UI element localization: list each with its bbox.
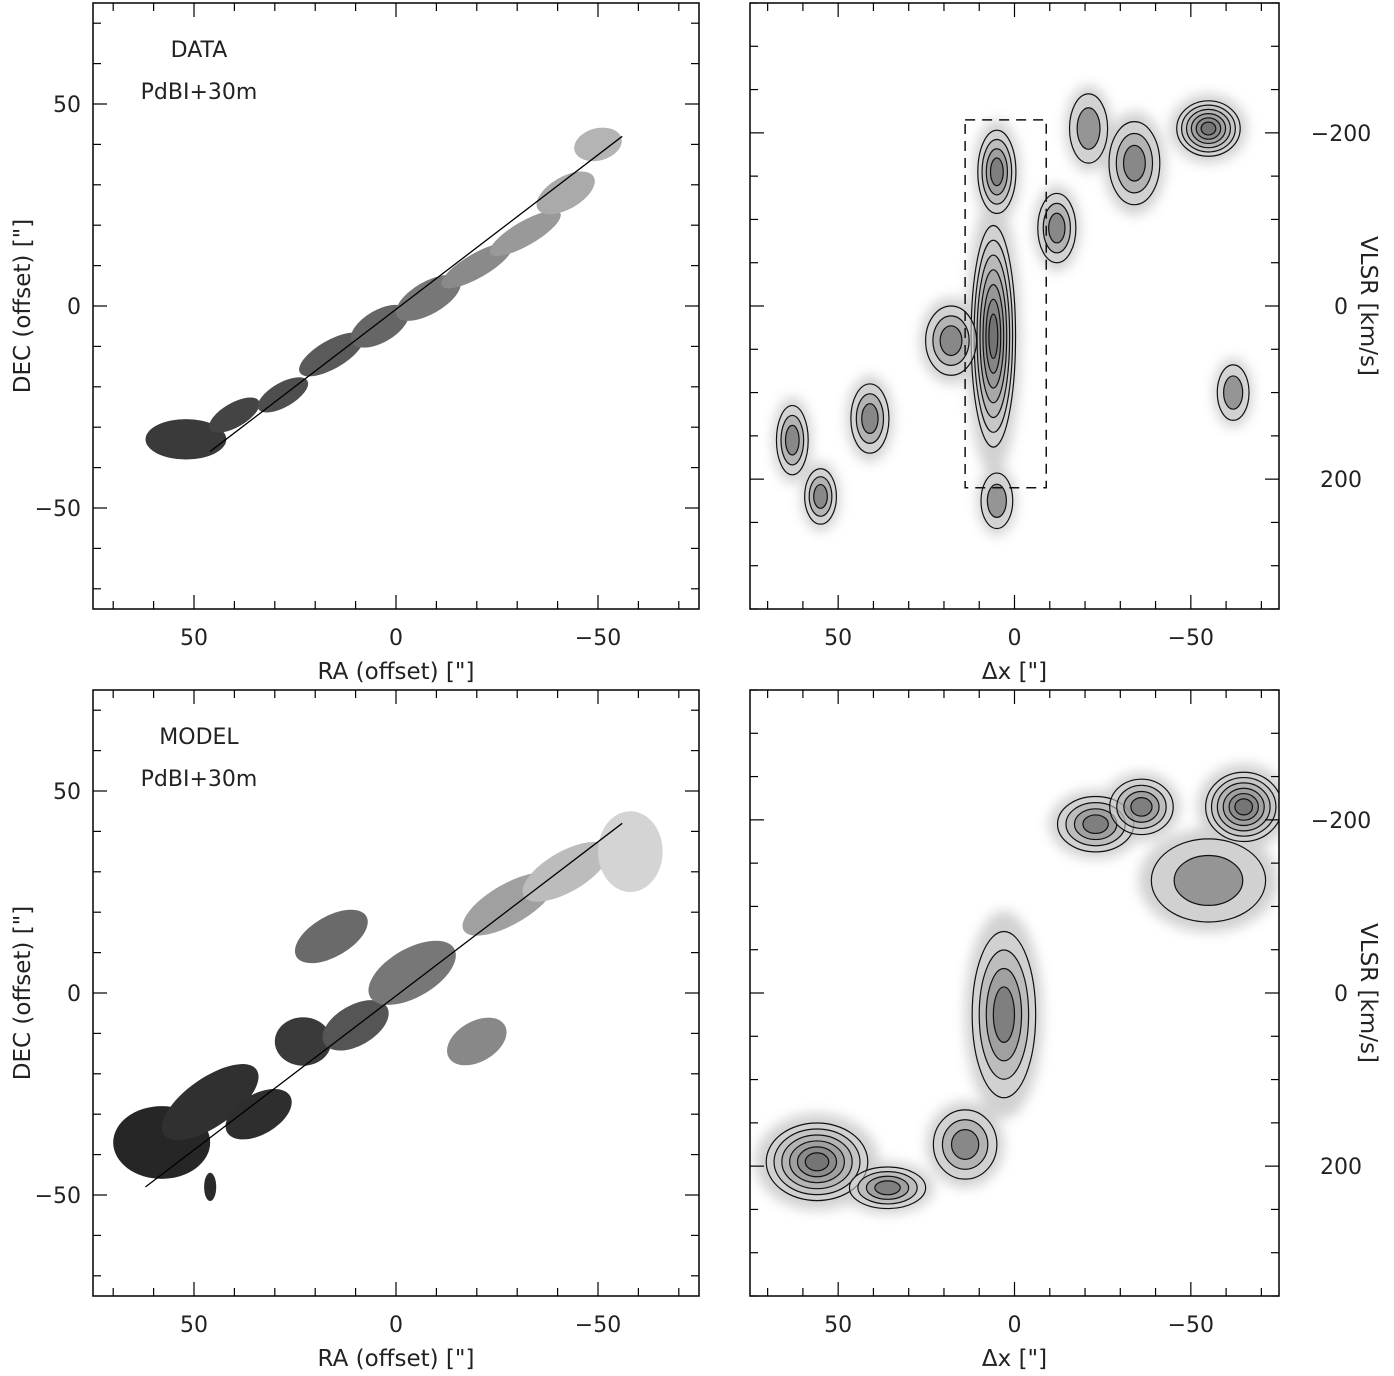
x-tick-label: 50 (824, 1313, 852, 1338)
contour-level (1048, 212, 1066, 244)
contour-level (1082, 814, 1109, 835)
contour-level (861, 403, 879, 434)
contour-level (1122, 144, 1146, 182)
model-map-panel: 50 0 −50 50 0 −50 RA (offset) ["] DEC (offset) … (10, 689, 700, 1372)
emission-blob (522, 841, 609, 902)
x-tick-label: 0 (1008, 1313, 1022, 1338)
cut-line (145, 822, 623, 1188)
emission-blob (204, 1172, 217, 1202)
contour-level (784, 424, 800, 456)
x-tick-label: −50 (575, 1313, 621, 1338)
cut-line (209, 135, 623, 452)
y-tick-label: 0 (1334, 295, 1348, 320)
y-tick-label: −50 (35, 497, 81, 522)
x-tick-label: 0 (389, 1313, 403, 1338)
y-tick-label: 50 (53, 780, 81, 805)
contour-level (1200, 121, 1217, 136)
panel-label: PdBI+30m (141, 767, 258, 792)
data-map-panel: 50 0 −50 50 0 −50 RA (offset) ["] DEC (offset) … (10, 2, 700, 685)
contour-level (988, 313, 999, 360)
x-tick-label: −50 (575, 626, 621, 651)
x-tick-label: 50 (180, 1313, 208, 1338)
x-tick-label: 0 (1008, 626, 1022, 651)
y-tick-label: 200 (1320, 1155, 1362, 1180)
emission-blob (299, 332, 364, 377)
x-axis-label: Δx ["] (982, 659, 1047, 685)
plot-area (754, 763, 1279, 1214)
plot-area (145, 127, 623, 460)
emission-blob (209, 397, 260, 433)
y-tick-label: 200 (1320, 468, 1362, 493)
y-tick-label: −50 (35, 1184, 81, 1209)
panel-label: DATA (171, 38, 228, 63)
contour-level (950, 1129, 980, 1160)
emission-blob (145, 419, 227, 460)
contour-level (939, 325, 963, 357)
y-tick-label: −200 (1311, 809, 1371, 834)
emission-blob (536, 171, 595, 215)
contour-level (813, 483, 828, 509)
data-pv-panel: 50 0 −50 −200 0 200 Δx ["] VLSR [km/s] (749, 2, 1381, 685)
contour-level (874, 1180, 901, 1196)
emission-blob (322, 1000, 389, 1051)
y-tick-label: −200 (1311, 122, 1371, 147)
contour-level (986, 483, 1007, 519)
y-tick-label: 0 (67, 982, 81, 1007)
emission-blob (274, 1017, 332, 1066)
emission-blob (368, 940, 456, 1005)
contour-level (1173, 854, 1244, 906)
x-axis-label: RA (offset) ["] (318, 659, 475, 685)
contour-level (989, 157, 1004, 187)
emission-blob (574, 127, 622, 162)
emission-blob (489, 210, 561, 257)
panel-label: MODEL (159, 725, 239, 750)
x-tick-label: −50 (1168, 1313, 1214, 1338)
x-tick-label: 50 (824, 626, 852, 651)
y-tick-label: 0 (67, 295, 81, 320)
y-tick-label: 50 (53, 93, 81, 118)
plot-area (113, 811, 663, 1202)
x-tick-label: −50 (1168, 626, 1214, 651)
x-tick-label: 0 (389, 626, 403, 651)
emission-blob (225, 1088, 292, 1140)
contour-level (1223, 375, 1244, 410)
contour-level (1130, 797, 1153, 817)
y-tick-label: 0 (1334, 982, 1348, 1007)
y-axis-label: DEC (offset) ["] (10, 219, 36, 393)
y-axis-label: DEC (offset) ["] (10, 906, 36, 1080)
x-axis-label: RA (offset) ["] (318, 1346, 475, 1372)
contour-level (992, 986, 1016, 1043)
y-axis-label: VLSR [km/s] (1355, 923, 1381, 1063)
emission-blob (294, 909, 368, 964)
integration-box (964, 119, 1047, 489)
plot-area (772, 85, 1253, 536)
contour-level (1076, 107, 1101, 150)
emission-blob (161, 1064, 259, 1141)
y-axis-label: VLSR [km/s] (1355, 236, 1381, 376)
emission-blob (447, 1017, 507, 1066)
model-pv-panel: 50 0 −50 −200 0 200 Δx ["] VLSR [km/s] (749, 689, 1381, 1372)
x-axis-label: Δx ["] (982, 1346, 1047, 1372)
contour-level (1234, 798, 1254, 816)
emission-blob (598, 811, 663, 892)
panel-label: PdBI+30m (141, 80, 258, 105)
emission-blob (350, 304, 409, 348)
contour-level (804, 1152, 830, 1172)
x-tick-label: 50 (180, 626, 208, 651)
